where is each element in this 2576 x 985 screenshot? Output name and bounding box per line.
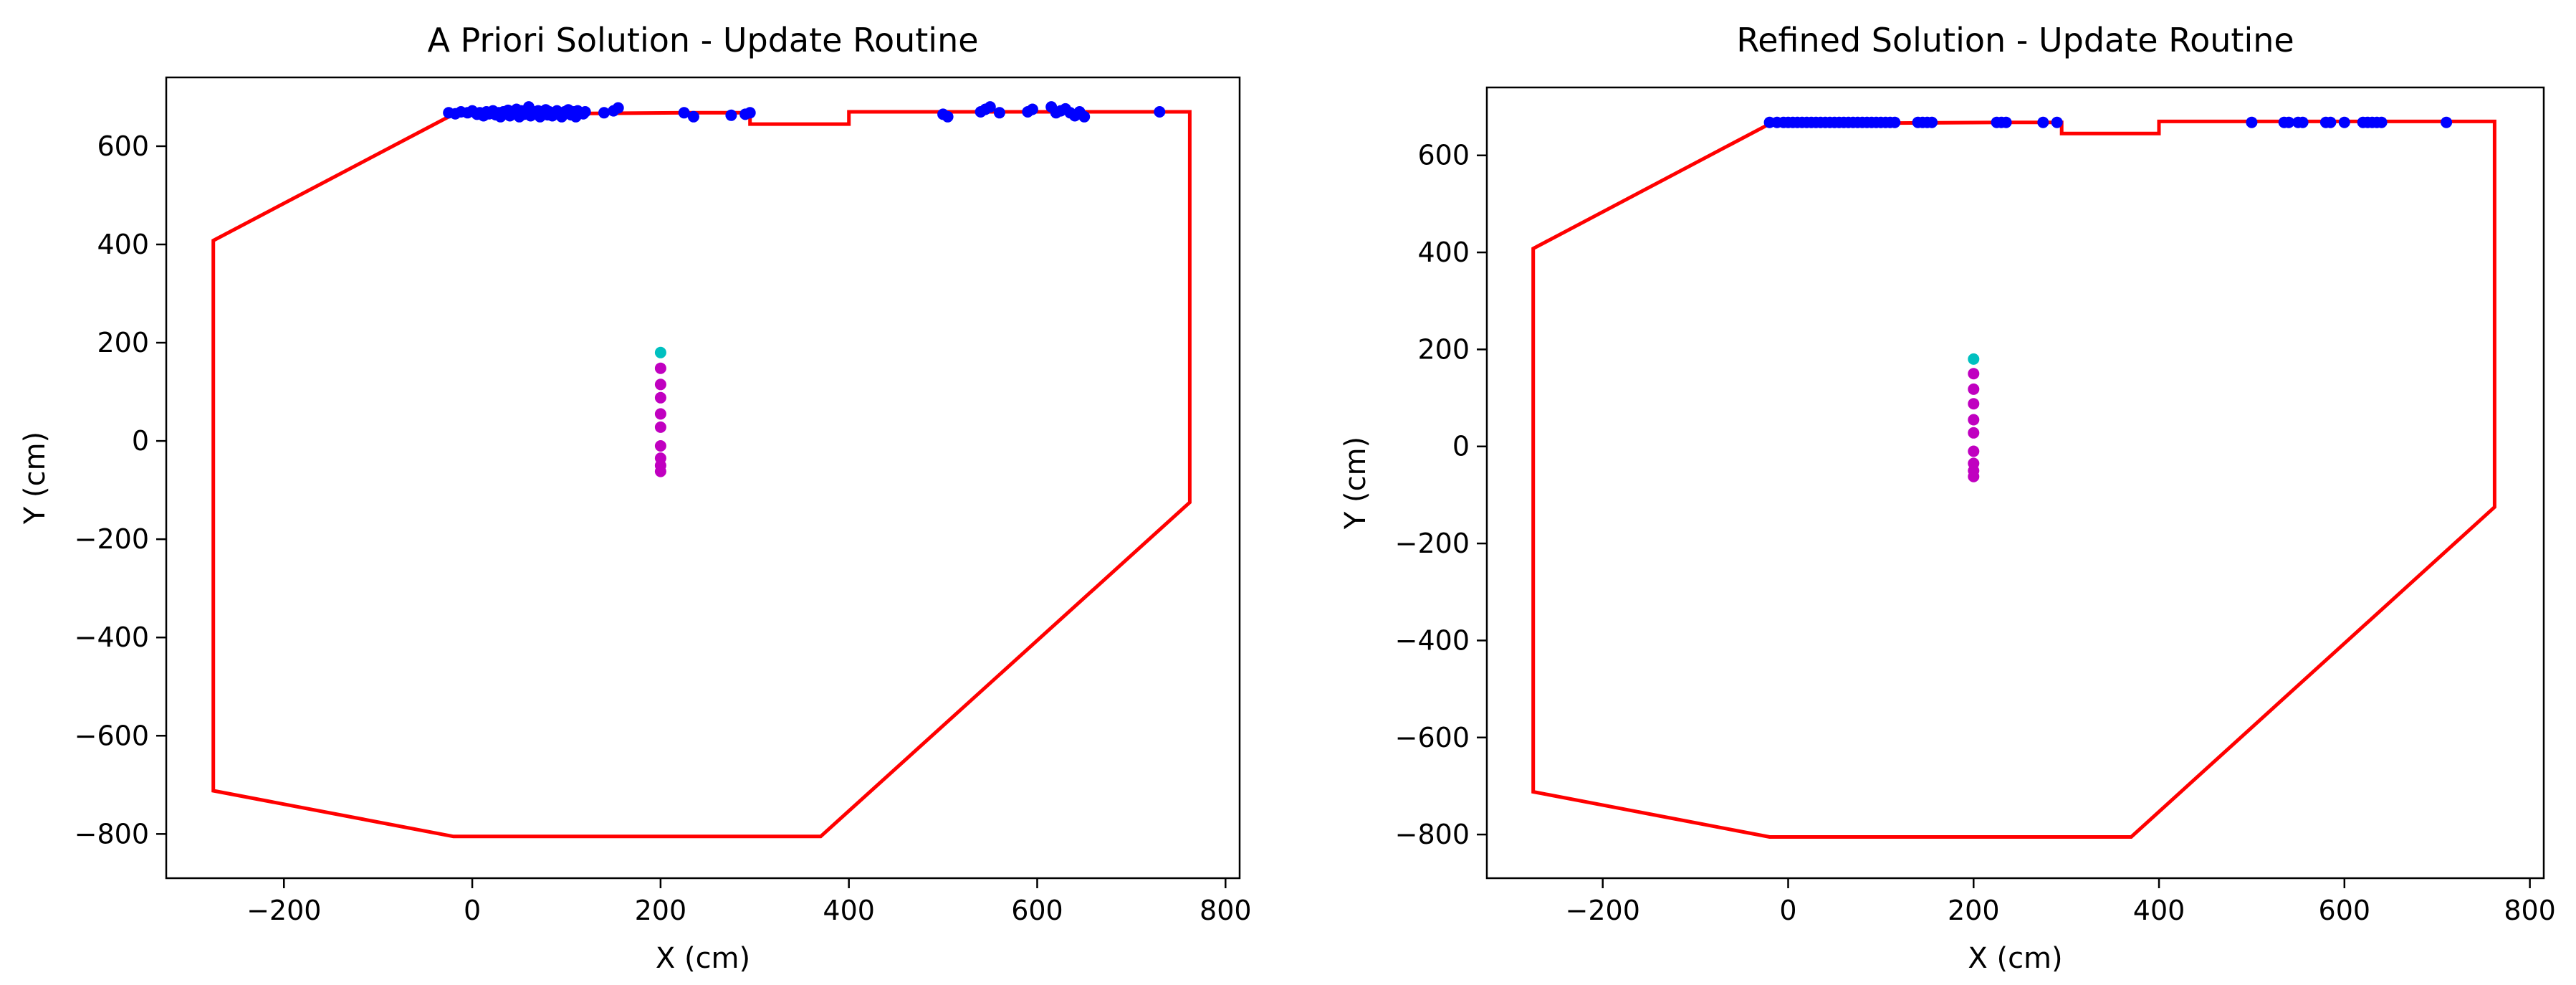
points-layer xyxy=(1763,116,2453,482)
y-tick-label: −200 xyxy=(75,523,149,555)
y-tick-label: −600 xyxy=(1395,722,1470,753)
data-point xyxy=(1968,368,1980,380)
data-point xyxy=(654,465,666,477)
data-point xyxy=(1926,116,1938,128)
x-tick-label: −200 xyxy=(1566,895,1640,926)
tick-layer: −200 0 200 400 600 800 −800 −600 −400 −200 0 200 400… xyxy=(75,130,1252,926)
chart-title: Refined Solution - Update Routine xyxy=(1736,21,2294,60)
x-tick-label: 400 xyxy=(2133,895,2185,926)
chart-refined-solution: Refined Solution - Update Routine X (cm)… xyxy=(1339,21,2556,975)
data-point xyxy=(984,101,996,113)
data-point xyxy=(1026,103,1038,115)
data-point xyxy=(1968,398,1980,410)
y-tick-label: −600 xyxy=(75,720,149,751)
boundary-layer xyxy=(211,110,1192,839)
data-point xyxy=(2051,116,2063,128)
data-point xyxy=(579,106,591,118)
data-point xyxy=(678,107,690,119)
data-point xyxy=(1968,353,1980,365)
x-tick-label: 0 xyxy=(1779,895,1796,926)
data-point xyxy=(1078,110,1091,123)
y-tick-label: −800 xyxy=(1395,819,1470,850)
data-point xyxy=(2441,116,2453,128)
x-tick-label: 200 xyxy=(635,895,687,926)
y-tick-label: −800 xyxy=(75,818,149,850)
data-point xyxy=(993,107,1005,119)
data-point xyxy=(687,110,699,123)
boundary-line xyxy=(211,110,1192,839)
x-axis-label: X (cm) xyxy=(656,942,750,975)
data-point xyxy=(942,110,954,123)
x-tick-label: 600 xyxy=(1011,895,1063,926)
x-axis-label: X (cm) xyxy=(1968,942,2062,975)
data-point xyxy=(654,440,666,452)
x-tick-label: 800 xyxy=(1200,895,1252,926)
data-point xyxy=(1968,427,1980,439)
data-point xyxy=(725,109,737,121)
plot-frame xyxy=(165,76,1241,880)
data-point xyxy=(2037,116,2049,128)
data-point xyxy=(2000,116,2012,128)
data-point xyxy=(2375,116,2388,128)
boundary-layer xyxy=(1531,119,2496,839)
data-point xyxy=(2297,116,2309,128)
y-tick-label: 0 xyxy=(1452,431,1470,462)
data-point xyxy=(1154,106,1166,118)
data-point xyxy=(598,107,610,119)
data-point xyxy=(1968,445,1980,457)
data-point xyxy=(654,408,666,420)
x-tick-label: −200 xyxy=(246,895,321,926)
data-point xyxy=(2324,116,2337,128)
data-point xyxy=(1968,470,1980,482)
data-point xyxy=(654,346,666,358)
y-tick-label: −200 xyxy=(1395,528,1470,559)
data-point xyxy=(1968,414,1980,426)
y-tick-label: 600 xyxy=(97,130,149,162)
data-point xyxy=(1968,383,1980,395)
boundary-line xyxy=(1531,119,2496,839)
y-axis-label: Y (cm) xyxy=(19,432,52,525)
y-axis-label: Y (cm) xyxy=(1339,437,1372,530)
data-point xyxy=(612,102,624,114)
data-point xyxy=(654,379,666,391)
data-point xyxy=(2246,116,2258,128)
data-point xyxy=(1889,116,1901,128)
x-tick-label: 0 xyxy=(464,895,481,926)
x-tick-label: 800 xyxy=(2504,895,2556,926)
y-tick-label: 600 xyxy=(1417,140,1470,171)
y-tick-label: 200 xyxy=(97,327,149,358)
y-tick-label: −400 xyxy=(75,622,149,653)
tick-layer: −200 0 200 400 600 800 −800 −600 −400 −200 0 200 400… xyxy=(1395,140,2556,926)
data-point xyxy=(654,391,666,404)
y-tick-label: 0 xyxy=(132,425,149,457)
x-tick-label: 200 xyxy=(1948,895,2000,926)
y-tick-label: 200 xyxy=(1417,333,1470,365)
data-point xyxy=(654,362,666,374)
y-tick-label: 400 xyxy=(97,229,149,260)
chart-a-priori-solution: A Priori Solution - Update Routine X (cm… xyxy=(19,21,1252,975)
data-point xyxy=(654,421,666,433)
x-tick-label: 400 xyxy=(823,895,875,926)
y-tick-label: −400 xyxy=(1395,624,1470,656)
plot-frame xyxy=(1485,86,2545,880)
points-layer xyxy=(443,101,1166,477)
data-point xyxy=(2283,116,2295,128)
data-point xyxy=(744,107,756,119)
data-point xyxy=(2338,116,2350,128)
chart-title: A Priori Solution - Update Routine xyxy=(427,21,978,60)
y-tick-label: 400 xyxy=(1417,237,1470,268)
x-tick-label: 600 xyxy=(2319,895,2371,926)
